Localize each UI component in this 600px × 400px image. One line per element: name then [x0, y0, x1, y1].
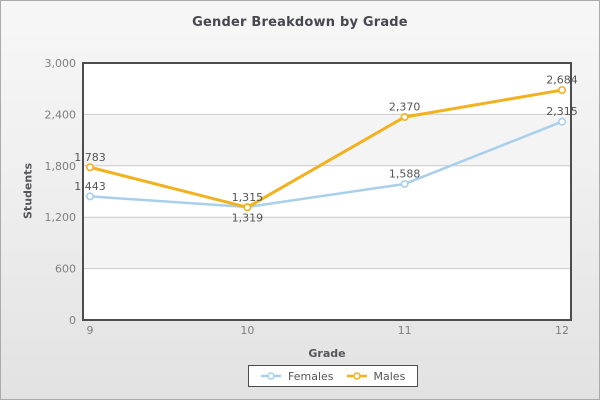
x-tick-label: 10 — [240, 324, 254, 337]
plot-band — [83, 114, 571, 166]
legend-item-females[interactable]: Females — [261, 370, 334, 383]
legend-label: Females — [288, 369, 334, 383]
males-legend-icon — [346, 372, 367, 380]
females-data-label: 2,315 — [546, 105, 578, 118]
y-tick-label: 1,800 — [45, 160, 77, 173]
males-point-11 — [400, 112, 409, 121]
y-tick-label: 2,400 — [45, 108, 77, 121]
females-point-9 — [86, 192, 95, 201]
y-tick-label: 1,200 — [45, 211, 77, 224]
plot-band — [83, 268, 571, 320]
legend-label: Males — [373, 369, 406, 383]
x-tick-label: 9 — [87, 324, 94, 337]
males-point-10 — [243, 203, 252, 212]
males-data-label: 2,684 — [546, 74, 578, 87]
y-tick-label: 600 — [55, 263, 76, 276]
x-tick-label: 12 — [555, 324, 569, 337]
males-point-12 — [557, 86, 566, 95]
x-tick-label: 11 — [398, 324, 412, 337]
females-line — [88, 120, 564, 209]
females-data-label: 1,443 — [74, 180, 106, 193]
plot-band — [83, 63, 571, 115]
males-data-label: 1,315 — [232, 191, 264, 204]
legend-item-males[interactable]: Males — [346, 369, 406, 383]
females-point-11 — [400, 179, 409, 188]
plot-band — [83, 217, 571, 269]
males-point-9 — [86, 163, 95, 172]
females-legend-icon — [261, 372, 281, 380]
males-data-label: 2,370 — [389, 100, 421, 113]
line-chart-plot: 0 600 1,200 1,800 2,400 3,000 9 10 11 12 1,443 1,31… — [45, 57, 578, 337]
females-point-12 — [557, 117, 566, 126]
plot-border — [82, 62, 572, 321]
legend: Females Males — [248, 365, 419, 387]
chart-title: Gender Breakdown by Grade — [192, 15, 408, 30]
plot-band — [83, 165, 571, 218]
y-tick-label: 0 — [69, 314, 76, 327]
females-data-label: 1,588 — [389, 167, 421, 180]
males-data-label: 1,783 — [74, 151, 106, 164]
females-data-label: 1,319 — [232, 212, 264, 225]
y-axis-title: Students — [21, 163, 35, 219]
y-tick-label: 3,000 — [45, 57, 77, 70]
x-axis-title: Grade — [308, 347, 346, 360]
males-line — [88, 88, 564, 209]
